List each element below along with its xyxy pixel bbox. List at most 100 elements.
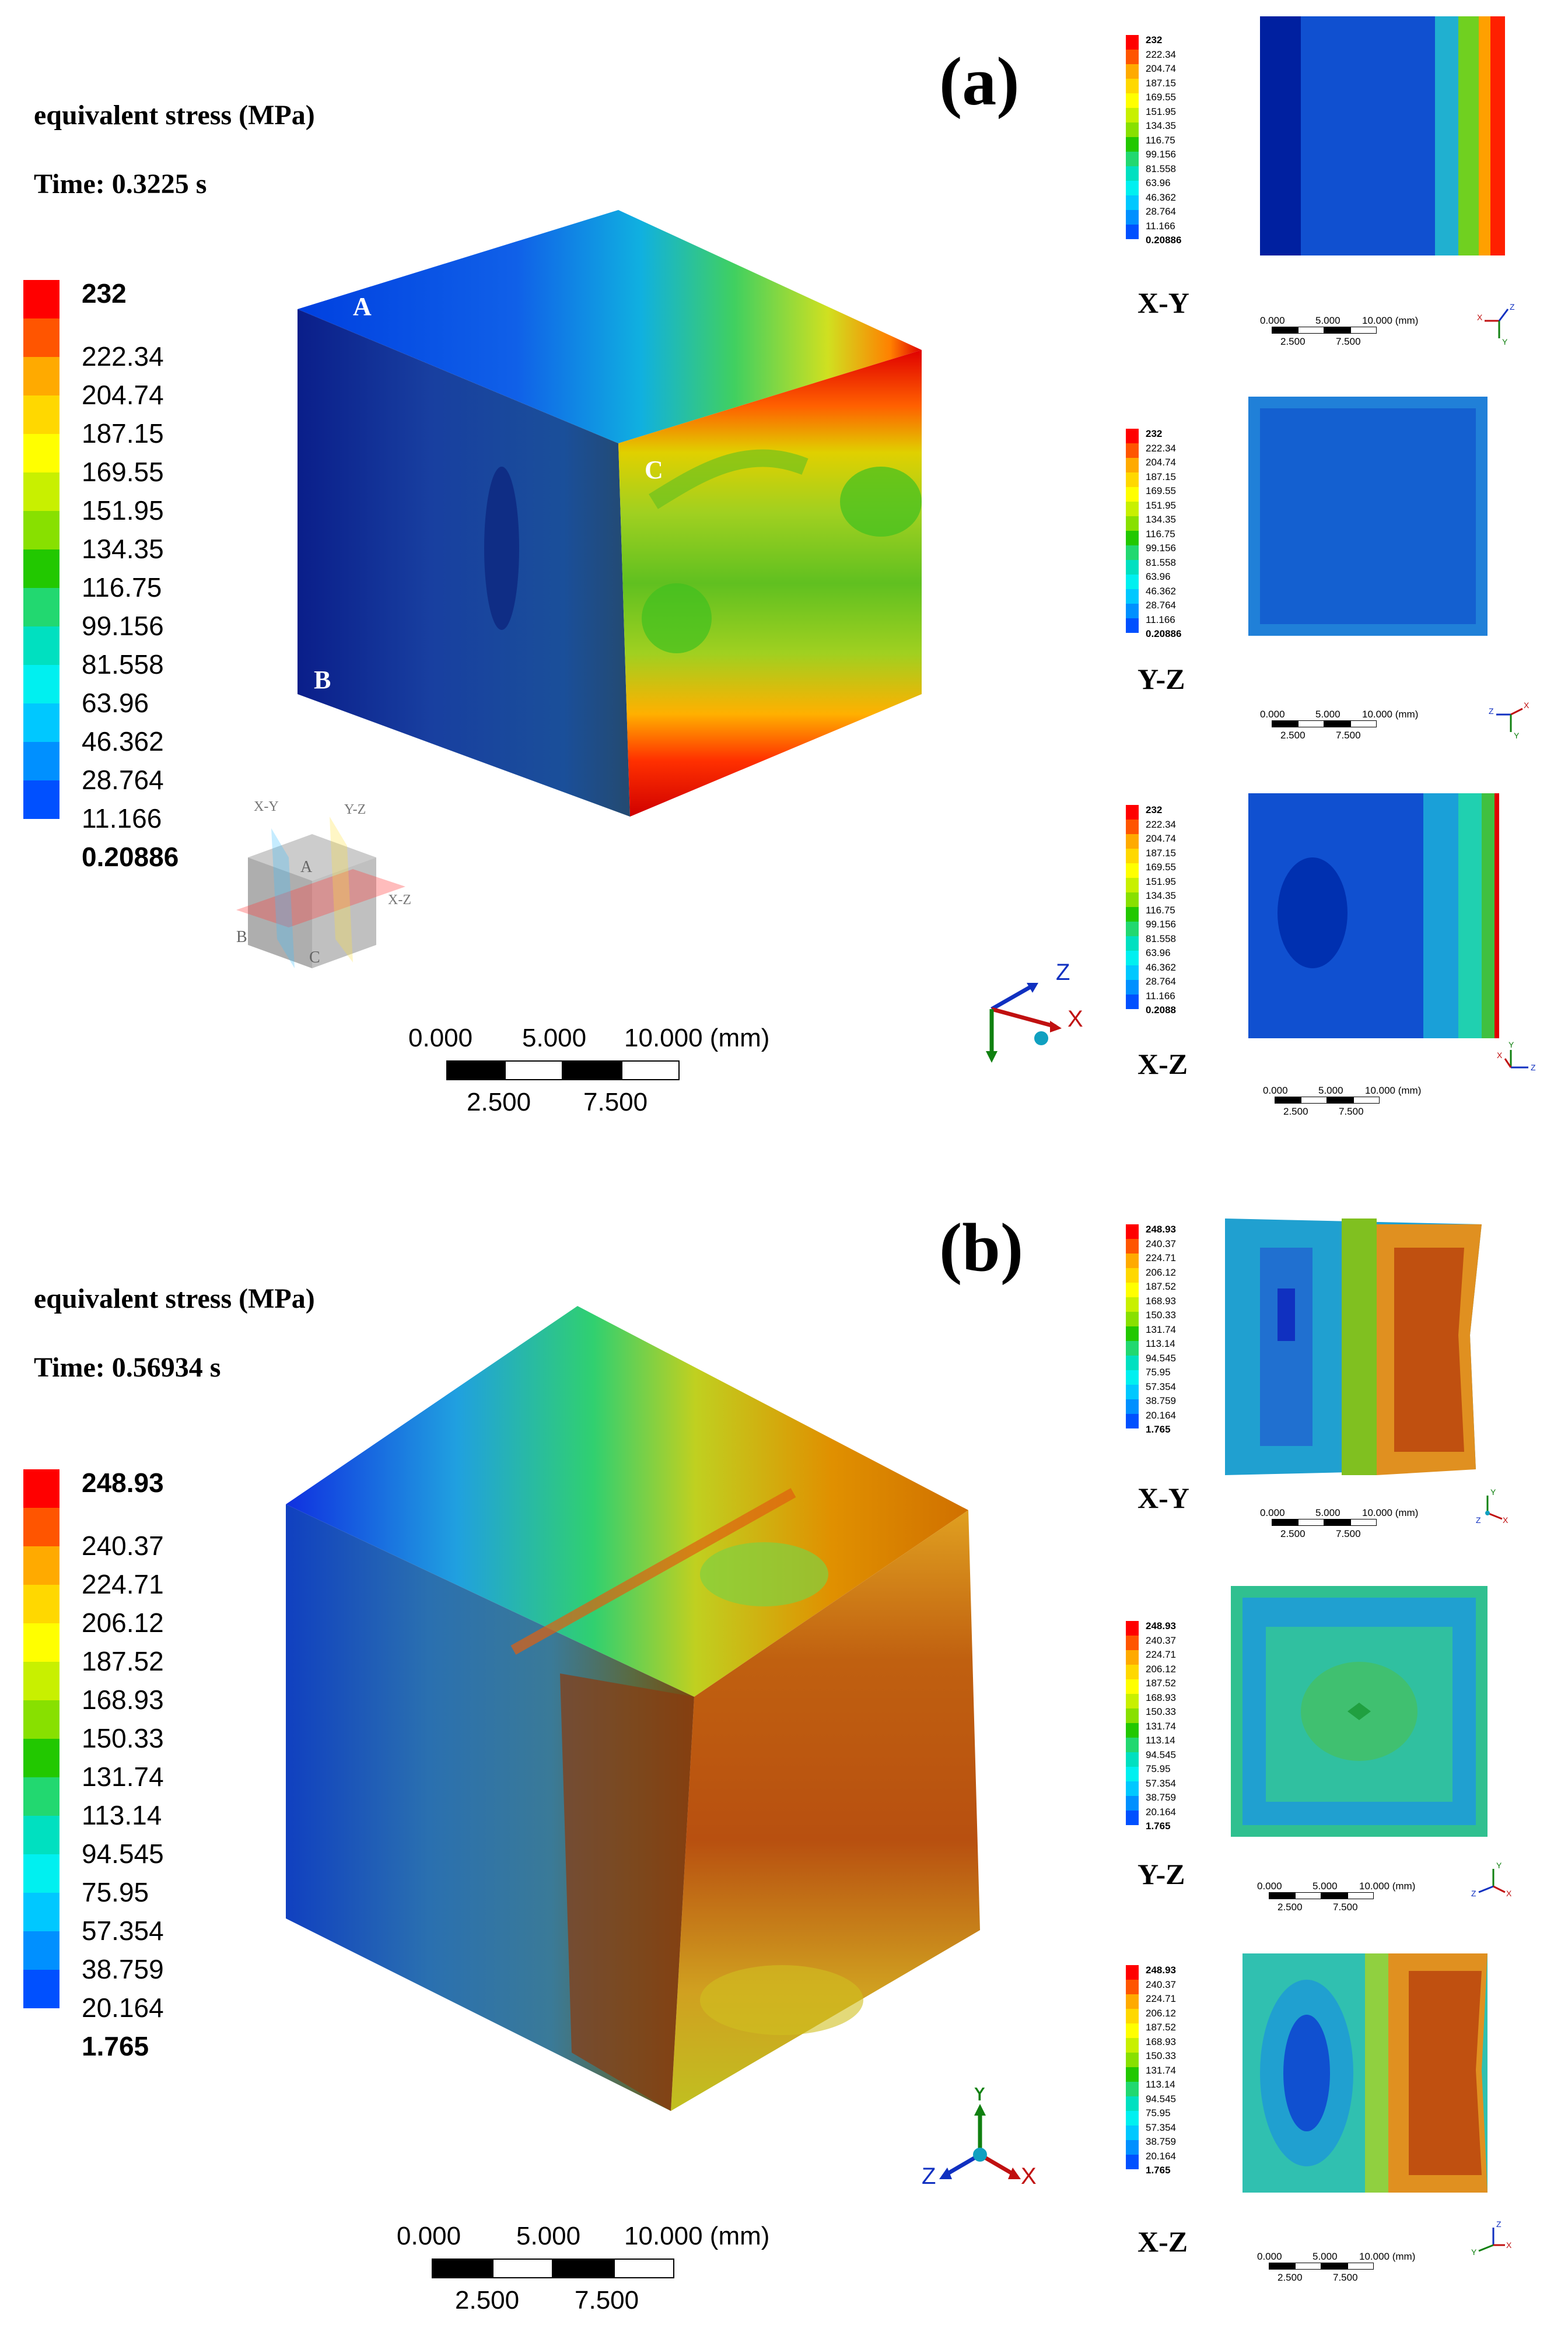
legend-item: 187.15: [23, 395, 210, 447]
legend-swatch: [1126, 137, 1139, 152]
legend-value: 224.71: [1146, 1993, 1176, 2004]
legend-swatch: [1126, 429, 1139, 443]
scale-label: 0.000: [1260, 1507, 1285, 1518]
legend-value: 248.93: [1146, 1620, 1176, 1631]
legend-swatch: [1126, 805, 1139, 820]
axis-label-x: X: [1021, 2163, 1037, 2189]
legend-swatch: [1126, 1399, 1139, 1414]
legend-swatch: [23, 1623, 60, 1662]
legend-value: 151.95: [1146, 499, 1176, 511]
scale-bar: 0.000 5.000 10.000 (mm) 2.500 7.500: [397, 2222, 817, 2321]
legend-swatch: [23, 742, 60, 780]
legend-value: 20.164: [1146, 2150, 1176, 2162]
legend-value: 11.166: [1146, 614, 1175, 625]
axis-label-x: X: [1477, 313, 1483, 322]
scale-label: 2.500: [1283, 1106, 1308, 1117]
legend-value: 81.558: [82, 649, 164, 680]
legend-value: 150.33: [1146, 2050, 1176, 2061]
legend-value: 206.12: [1146, 2007, 1176, 2019]
scale-label-7-5: 7.500: [583, 1088, 648, 1116]
legend-value: 187.15: [1146, 847, 1176, 859]
legend-item: 204.74: [23, 357, 210, 408]
legend-swatch: [1126, 2038, 1139, 2053]
legend-value: 11.166: [82, 803, 162, 834]
legend-swatch: [1126, 820, 1139, 834]
scale-label-10: 10.000 (mm): [624, 2222, 770, 2250]
legend-value: 1.765: [1146, 1820, 1171, 1832]
legend-swatch: [1126, 443, 1139, 458]
axis-label-z: Z: [1056, 960, 1070, 985]
slice-map: [1231, 1586, 1488, 1837]
inset-label-c: C: [309, 948, 320, 967]
slice-map: [1248, 397, 1488, 636]
legend-value: 99.156: [1146, 149, 1176, 160]
axis-label-y: Y: [1490, 1487, 1496, 1497]
scale-label: 5.000: [1315, 315, 1340, 326]
legend-swatch: [1126, 1326, 1139, 1341]
legend-item: 187.52: [23, 1623, 210, 1675]
legend-value: 206.12: [1146, 1663, 1176, 1675]
legend-value: 248.93: [82, 1468, 164, 1498]
legend-swatch: [1126, 1356, 1139, 1370]
legend-value: 169.55: [1146, 485, 1176, 496]
legend-value: 11.166: [1146, 220, 1175, 232]
slice-name: X-Z: [1138, 1048, 1188, 1080]
legend-swatch: [1126, 2067, 1139, 2082]
scale-label-2-5: 2.500: [455, 2286, 520, 2315]
legend-value: 38.759: [82, 1954, 164, 1984]
slice-scale-bar: 0.000 5.000 10.000 (mm) 2.500 7.500: [1260, 315, 1418, 350]
slice-xy: 232 222.34 204.74 187.15 169.55 151.95 134.35 1…: [1126, 12, 1558, 373]
legend-value: 131.74: [82, 1762, 164, 1792]
scale-label-0: 0.000: [408, 1024, 473, 1052]
legend-value: 134.35: [1146, 120, 1176, 131]
scale-label-2-5: 2.500: [467, 1088, 531, 1116]
legend-swatch: [1126, 575, 1139, 589]
stress-cube: [286, 1306, 980, 2111]
legend-item: 75.95: [23, 1854, 210, 1906]
legend-swatch: [1126, 1994, 1139, 2009]
legend-value: 187.52: [1146, 1678, 1176, 1689]
legend-value: 150.33: [1146, 1309, 1176, 1321]
slice-scale-bar: 0.000 5.000 10.000 (mm) 2.500 7.500: [1263, 1085, 1421, 1120]
slice-map: [1225, 1218, 1482, 1475]
axis-label-z: Z: [1476, 1515, 1481, 1525]
scale-label-0: 0.000: [397, 2222, 461, 2250]
legend-item: 168.93: [23, 1662, 210, 1713]
legend-value: 204.74: [82, 380, 164, 410]
slice-axis-triad: Y Z X: [1471, 1861, 1512, 1898]
legend-value: 46.362: [1146, 191, 1176, 203]
legend-item: 81.558: [23, 626, 210, 678]
legend-item: 151.95: [23, 472, 210, 524]
scale-label: 2.500: [1278, 2272, 1303, 2283]
legend-value: 1.765: [1146, 2165, 1171, 2176]
legend-swatch: [1126, 458, 1139, 472]
slice-map: [1260, 16, 1505, 255]
legend-swatch: [1126, 1370, 1139, 1385]
legend-value: 11.166: [1146, 990, 1175, 1002]
legend-swatch: [1126, 1224, 1139, 1239]
legend-item: 11.166: [23, 780, 210, 832]
legend-swatch: [1126, 166, 1139, 181]
legend-swatch: [1126, 1621, 1139, 1636]
slice-scale-bar: 0.000 5.000 10.000 (mm) 2.500 7.500: [1260, 709, 1418, 744]
legend-swatch: [1126, 1796, 1139, 1811]
legend-value: 232: [82, 278, 127, 309]
scale-label: 5.000: [1312, 1881, 1338, 1892]
axis-label-x: X: [1524, 701, 1530, 710]
slice-yz: 232 222.34 204.74 187.15 169.55 151.95 134.35 1…: [1126, 397, 1558, 770]
legend-item: 222.34: [23, 318, 210, 370]
axis-label-z: Z: [922, 2163, 936, 2189]
legend-value: 38.759: [1146, 1395, 1176, 1406]
legend-value: 94.545: [1146, 1749, 1176, 1760]
legend-value: 240.37: [1146, 1238, 1176, 1249]
legend-swatch: [1126, 907, 1139, 922]
axis-label-z: Z: [1471, 1889, 1476, 1898]
legend-value: 81.558: [1146, 933, 1176, 944]
legend-swatch: [23, 1469, 60, 1508]
legend-item: 134.35: [23, 511, 210, 562]
legend-value: 168.93: [1146, 2036, 1176, 2047]
legend-swatch: [23, 1662, 60, 1700]
legend-swatch: [1126, 2155, 1139, 2169]
scale-label: 7.500: [1339, 1106, 1364, 1117]
legend-swatch: [23, 665, 60, 703]
